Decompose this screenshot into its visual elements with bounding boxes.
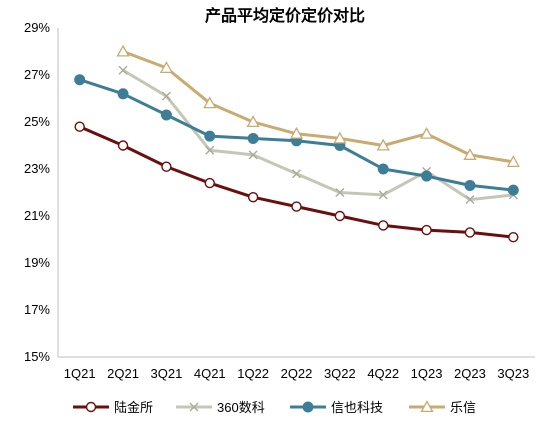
series-3	[116, 44, 520, 168]
data-point	[291, 201, 302, 212]
y-tick-label: 17%	[24, 302, 50, 317]
legend-label: 乐信	[450, 400, 476, 415]
legend-item: 信也科技	[290, 400, 383, 415]
data-point	[247, 132, 259, 144]
data-point	[334, 210, 346, 222]
data-point	[289, 126, 304, 139]
x-tick-label: 3Q23	[497, 366, 529, 381]
data-point	[161, 91, 171, 101]
legend-marker	[302, 401, 314, 413]
data-point	[335, 188, 345, 197]
data-point	[378, 190, 388, 200]
data-point	[292, 169, 301, 179]
y-tick-label: 23%	[24, 161, 50, 176]
data-point	[204, 130, 216, 142]
y-tick-label: 19%	[24, 255, 50, 270]
data-point	[246, 115, 260, 128]
data-point	[247, 191, 259, 203]
data-point	[419, 126, 434, 139]
data-point	[161, 161, 172, 172]
data-point	[465, 195, 475, 205]
x-tick-label: 4Q22	[367, 366, 399, 381]
data-point	[204, 177, 215, 189]
data-point	[508, 231, 519, 243]
series-layer	[74, 44, 520, 243]
x-tick-label: 1Q23	[411, 366, 443, 381]
x-tick-label: 3Q22	[324, 366, 356, 381]
legend-label: 陆金所	[114, 400, 153, 415]
data-point	[74, 74, 86, 86]
data-point	[333, 131, 347, 144]
legend-marker	[420, 400, 434, 413]
data-point	[74, 121, 85, 132]
data-point	[117, 140, 129, 151]
x-tick-label: 2Q21	[107, 366, 139, 381]
series-line	[122, 50, 514, 164]
legend-item: 陆金所	[73, 400, 153, 415]
x-tick-label: 2Q23	[454, 366, 486, 381]
data-point	[117, 88, 129, 100]
data-point	[160, 109, 172, 121]
legend: 陆金所 360数科 信也科技 乐信	[73, 400, 476, 415]
data-point	[116, 44, 130, 57]
data-point	[377, 163, 389, 175]
data-point	[421, 224, 432, 236]
x-tick-labels: 1Q21 2Q21 3Q21 4Q21 1Q22 2Q22 3Q22 4Q22 1Q23 2Q23…	[64, 366, 529, 381]
y-tick-label: 27%	[24, 67, 50, 82]
data-point	[464, 179, 476, 191]
data-point	[378, 220, 389, 231]
y-tick-label: 29%	[24, 20, 50, 35]
chart-title: 产品平均定价定价对比	[205, 6, 365, 25]
y-tick-label: 25%	[24, 114, 50, 129]
x-tick-label: 1Q22	[237, 366, 269, 381]
data-point	[376, 138, 390, 151]
series-line	[122, 69, 514, 202]
legend-marker	[85, 401, 97, 413]
x-tick-label: 3Q21	[151, 366, 183, 381]
data-point	[159, 61, 174, 73]
y-tick-label: 21%	[24, 208, 50, 223]
data-point	[464, 227, 476, 238]
x-tick-label: 1Q21	[64, 366, 96, 381]
y-tick-labels: 15% 17% 19% 21% 23% 25% 27% 29%	[24, 20, 50, 364]
legend-marker	[189, 402, 199, 412]
series-0	[74, 121, 519, 243]
x-tick-label: 4Q21	[194, 366, 226, 381]
data-point	[118, 65, 128, 75]
y-tick-label: 15%	[24, 349, 50, 364]
data-point	[205, 145, 215, 155]
legend-label: 信也科技	[331, 400, 383, 415]
x-tick-label: 2Q22	[281, 366, 313, 381]
legend-item: 360数科	[176, 400, 265, 415]
data-point	[248, 150, 258, 160]
data-point	[506, 155, 520, 168]
data-point	[421, 170, 433, 182]
legend-item: 乐信	[409, 400, 476, 415]
series-1	[118, 65, 518, 205]
data-point	[203, 96, 217, 109]
data-point	[463, 148, 477, 160]
data-point	[507, 184, 519, 196]
legend-label: 360数科	[217, 400, 265, 415]
